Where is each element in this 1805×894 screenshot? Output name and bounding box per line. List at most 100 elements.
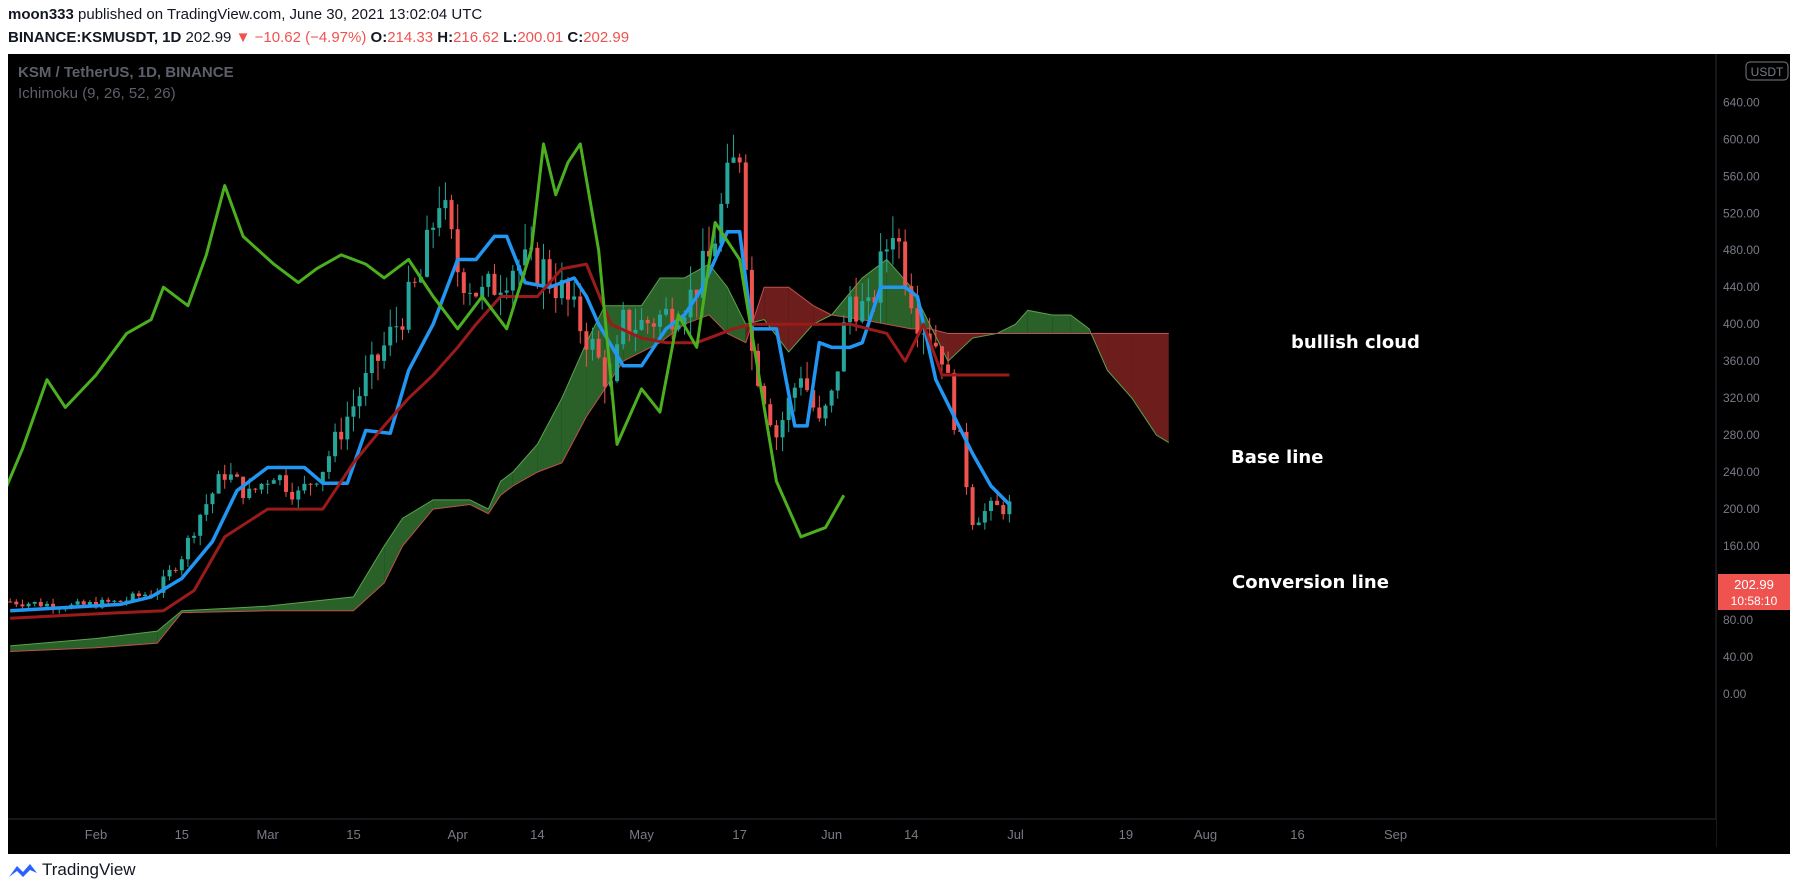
candle-up — [523, 249, 528, 266]
time-axis[interactable] — [8, 819, 1716, 854]
candle-down — [14, 601, 19, 605]
currency-badge[interactable] — [1745, 61, 1789, 81]
annotation-base-line: Base line — [1231, 447, 1323, 468]
price-tick-label: 40.00 — [1723, 650, 1753, 664]
candle-up — [363, 373, 368, 397]
candle-up — [431, 227, 436, 230]
candle-up — [676, 324, 681, 330]
candle-down — [645, 319, 650, 324]
pair-title: KSM / TetherUS, 1D, BINANCE — [18, 64, 234, 81]
time-tick-label: 17 — [732, 827, 746, 842]
candle-down — [20, 604, 25, 607]
conversion-line — [10, 230, 1011, 613]
candle-up — [664, 308, 669, 315]
leading-span-a — [10, 258, 1170, 647]
time-tick-label: 14 — [530, 827, 544, 842]
ichimoku-lines — [8, 142, 1011, 620]
candle-up — [829, 390, 834, 406]
candle-down — [234, 474, 239, 477]
ichimoku-chart[interactable]: KSM / TetherUS, 1D, BINANCE Ichimoku (9,… — [8, 54, 1790, 854]
candle-up — [185, 537, 190, 560]
candle-down — [81, 601, 86, 605]
cloud-bull-segment — [1070, 314, 1090, 334]
cloud-bull-segment — [96, 631, 158, 648]
candle-down — [602, 357, 607, 387]
candle-down — [290, 491, 295, 500]
candle-up — [26, 603, 31, 607]
currency-badge-label: USDT — [1751, 65, 1784, 79]
cloud-bull-segment — [886, 259, 912, 329]
annotation-conversion-line: Conversion line — [1232, 572, 1389, 593]
candle-down — [939, 346, 944, 365]
candle-down — [749, 269, 754, 351]
candle-up — [792, 387, 797, 398]
time-tick-label: Mar — [256, 827, 279, 842]
time-ticks: Feb 15 Mar 15 Apr 14 May 17 Jun 14 Jul 19 Aug 16 Sep — [85, 827, 1407, 842]
author-name[interactable]: moon333 — [8, 6, 74, 23]
lagging-span-line — [8, 142, 846, 539]
candle-up — [345, 416, 350, 440]
candle-down — [1001, 505, 1006, 515]
candle-up — [713, 243, 718, 257]
candle-up — [326, 456, 331, 472]
candle-up — [890, 238, 895, 250]
candle-up — [192, 535, 197, 538]
price-tick-label: 200.00 — [1723, 502, 1760, 516]
candle-down — [737, 157, 742, 163]
candle-up — [725, 162, 730, 204]
candle-up — [541, 259, 546, 286]
candle-up — [847, 296, 852, 323]
candle-down — [455, 229, 460, 273]
candle-down — [627, 309, 632, 334]
open-value: 214.33 — [387, 29, 434, 46]
low-value: 200.01 — [517, 29, 564, 46]
publish-info: moon333 published on TradingView.com, Ju… — [8, 6, 482, 23]
price-ticks: 0.0040.0080.00120.00160.00200.00240.0028… — [1723, 95, 1760, 701]
candle-down — [284, 475, 289, 492]
candle-down — [903, 241, 908, 287]
candle-down — [762, 385, 767, 405]
candle-up — [504, 290, 509, 293]
candle-up — [406, 281, 411, 330]
candle-up — [731, 157, 736, 163]
candle-up — [247, 488, 252, 499]
candle-down — [308, 483, 313, 485]
candle-up — [179, 559, 184, 571]
candle-down — [118, 600, 123, 603]
close-value: 202.99 — [583, 29, 630, 46]
cloud-bull-segment — [1052, 314, 1071, 334]
candle-up — [657, 314, 662, 327]
candle-up — [425, 229, 430, 277]
candle-up — [884, 249, 889, 252]
candle-up — [228, 474, 233, 480]
time-tick-label: Jul — [1007, 827, 1024, 842]
last-price: 202.99 — [185, 29, 232, 46]
candle-up — [143, 594, 148, 597]
candle-down — [8, 601, 13, 603]
tradingview-logo-icon — [9, 864, 37, 877]
candle-up — [615, 344, 620, 382]
candle-down — [909, 286, 914, 309]
candle-up — [204, 504, 209, 515]
candle-up — [357, 396, 362, 407]
tradingview-branding[interactable]: TradingView — [8, 860, 136, 880]
candle-up — [314, 483, 319, 485]
candle-up — [210, 493, 215, 505]
candle-down — [743, 162, 748, 270]
indicator-label[interactable]: Ichimoku (9, 26, 52, 26) — [18, 85, 176, 102]
candle-up — [382, 345, 387, 361]
high-value: 216.62 — [453, 29, 499, 46]
price-axis[interactable] — [1716, 54, 1790, 847]
candle-up — [633, 329, 638, 334]
time-tick-label: Jun — [821, 827, 842, 842]
candle-down — [933, 342, 938, 347]
candle-up — [866, 297, 871, 302]
candle-up — [621, 309, 626, 345]
candle-up — [480, 286, 485, 297]
cloud-bull-segment — [586, 305, 605, 417]
candle-up — [388, 326, 393, 346]
cloud-bear-segment — [1107, 333, 1132, 399]
cloud-bull-segment — [267, 596, 354, 611]
candle-up — [333, 431, 338, 457]
cloud-bear-segment — [948, 333, 973, 362]
